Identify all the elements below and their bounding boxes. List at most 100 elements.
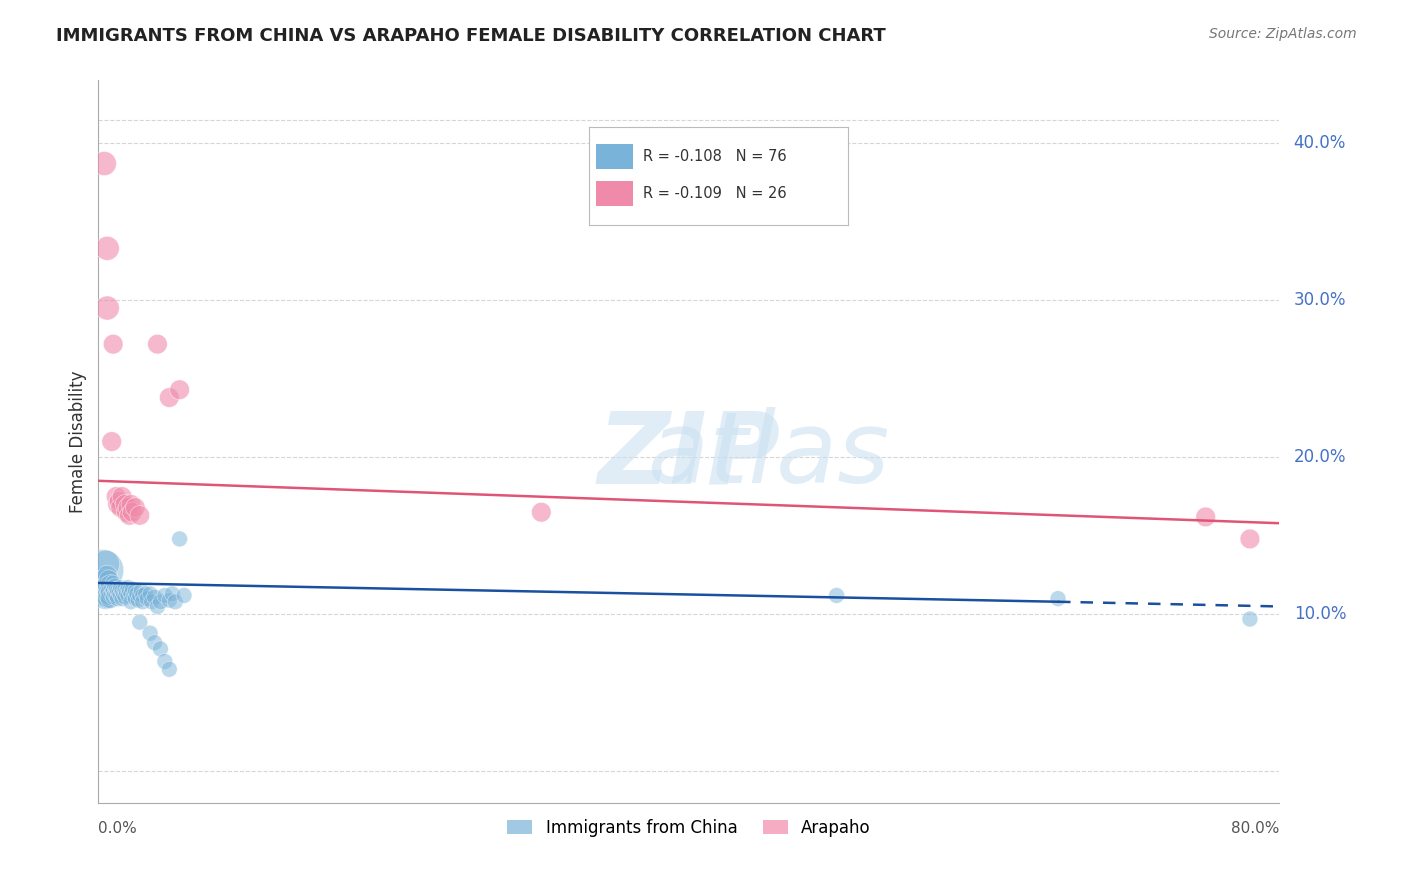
Point (105, 589, 128, 603)
Point (117, 589, 139, 603)
Point (124, 591, 146, 606)
Point (96, 241, 118, 255)
Point (121, 582, 143, 597)
Point (91, 563, 114, 577)
Point (157, 593, 180, 607)
Point (103, 583, 125, 598)
Point (132, 589, 155, 603)
Text: atlas: atlas (489, 408, 889, 505)
Point (96, 579, 118, 593)
Point (122, 589, 145, 603)
Point (104, 587, 127, 601)
Point (114, 582, 136, 597)
Point (108, 585, 131, 599)
Point (110, 589, 132, 603)
Point (93, 585, 115, 599)
Point (98, 577, 121, 591)
Point (94, 575, 117, 590)
Point (139, 587, 162, 601)
Point (165, 595, 187, 609)
Point (117, 581, 139, 595)
Text: IMMIGRANTS FROM CHINA VS ARAPAHO FEMALE DISABILITY CORRELATION CHART: IMMIGRANTS FROM CHINA VS ARAPAHO FEMALE … (56, 27, 886, 45)
Point (149, 595, 172, 609)
Point (115, 585, 138, 599)
Point (114, 497, 136, 511)
Point (124, 583, 146, 598)
Point (120, 595, 142, 609)
Point (112, 587, 135, 601)
Point (96, 587, 118, 601)
Point (153, 655, 176, 669)
Point (143, 635, 166, 649)
Point (136, 591, 159, 606)
Point (93, 156, 115, 170)
Point (149, 641, 172, 656)
Point (111, 583, 134, 598)
Point (98, 585, 121, 599)
Point (146, 337, 169, 351)
Point (103, 590, 125, 604)
Point (173, 589, 195, 603)
Point (108, 494, 131, 508)
Point (97, 589, 120, 603)
Point (128, 615, 150, 630)
Point (94, 557, 117, 571)
Text: 20.0%: 20.0% (1294, 449, 1346, 467)
Point (146, 599, 169, 614)
Point (129, 583, 152, 598)
Point (100, 587, 122, 601)
Point (153, 589, 176, 603)
Point (107, 583, 129, 598)
Point (139, 626, 162, 640)
Point (132, 595, 155, 609)
Point (125, 587, 148, 601)
Point (1046, 591, 1070, 606)
Point (825, 589, 848, 603)
Point (97, 573, 120, 587)
Point (1239, 532, 1261, 546)
Point (127, 593, 149, 607)
Point (105, 490, 128, 504)
Text: 40.0%: 40.0% (1294, 134, 1346, 153)
Point (117, 500, 139, 515)
Point (100, 434, 122, 449)
Point (98, 591, 121, 606)
Point (1195, 510, 1218, 524)
Point (118, 583, 141, 598)
Point (114, 590, 136, 604)
Point (107, 591, 129, 606)
Point (169, 383, 191, 397)
Point (162, 587, 183, 601)
Text: 0.0%: 0.0% (98, 821, 138, 836)
Point (157, 662, 180, 676)
Text: Source: ZipAtlas.com: Source: ZipAtlas.com (1209, 27, 1357, 41)
Point (121, 505, 143, 519)
Point (141, 595, 163, 609)
Point (111, 591, 134, 606)
Point (1239, 612, 1261, 626)
Point (94, 589, 117, 603)
Point (128, 589, 150, 603)
Point (157, 391, 180, 405)
Legend: Immigrants from China, Arapaho: Immigrants from China, Arapaho (499, 810, 879, 845)
Point (135, 587, 157, 601)
Point (120, 587, 142, 601)
Point (97, 582, 120, 597)
Point (530, 505, 553, 519)
Y-axis label: Female Disability: Female Disability (69, 370, 87, 513)
Point (110, 581, 132, 595)
Point (143, 590, 166, 604)
Text: ZIP: ZIP (598, 408, 780, 505)
Point (118, 508, 141, 523)
Point (94, 583, 117, 598)
Text: 80.0%: 80.0% (1232, 821, 1279, 836)
Point (100, 581, 122, 595)
Point (105, 582, 128, 597)
Text: 30.0%: 30.0% (1294, 291, 1346, 310)
Point (107, 497, 129, 511)
Point (124, 500, 146, 515)
Point (104, 579, 127, 593)
Point (111, 490, 134, 504)
Point (115, 505, 138, 519)
Point (96, 301, 118, 315)
